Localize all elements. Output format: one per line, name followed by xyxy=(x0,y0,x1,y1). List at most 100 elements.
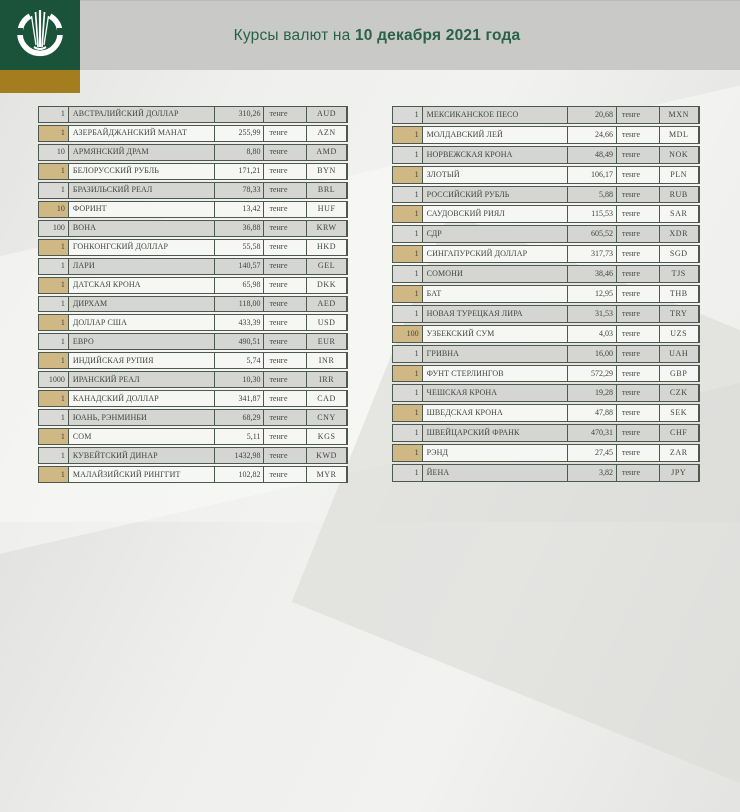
quantity-cell: 1 xyxy=(393,465,423,481)
unit-cell: тенге xyxy=(617,126,660,143)
unit-cell: тенге xyxy=(264,220,308,236)
rate-value-cell: 1432,98 xyxy=(215,448,265,464)
currency-code-cell: JPY xyxy=(660,465,699,481)
unit-cell: тенге xyxy=(617,365,660,382)
currency-name-cell: ЕВРО xyxy=(69,334,215,350)
quantity-cell: 1 xyxy=(39,334,69,350)
table-row: 1 ЗЛОТЫЙ 106,17 тенге PLN xyxy=(392,165,700,184)
rate-value-cell: 16,00 xyxy=(568,345,617,362)
currency-name-cell: ДОЛЛАР США xyxy=(69,315,215,331)
bank-logo xyxy=(0,0,80,70)
currency-name-cell: СОМ xyxy=(69,429,215,445)
table-row: 10 ФОРИНТ 13,42 тенге HUF xyxy=(38,200,348,218)
currency-name-cell: АВСТРАЛИЙСКИЙ ДОЛЛАР xyxy=(69,107,215,122)
currency-code-cell: CAD xyxy=(307,391,347,407)
rate-value-cell: 341,87 xyxy=(215,391,265,407)
rate-value-cell: 317,73 xyxy=(568,246,617,263)
rate-value-cell: 47,88 xyxy=(568,405,617,422)
currency-code-cell: KWD xyxy=(307,448,347,464)
rate-value-cell: 78,33 xyxy=(215,182,265,198)
quantity-cell: 1 xyxy=(393,445,423,462)
table-row: 1 БРАЗИЛЬСКИЙ РЕАЛ 78,33 тенге BRL xyxy=(38,181,348,199)
unit-cell: тенге xyxy=(617,425,660,442)
currency-name-cell: ШВЕЙЦАРСКИЙ ФРАНК xyxy=(423,425,568,442)
currency-code-cell: BYN xyxy=(307,163,347,179)
quantity-cell: 1 xyxy=(39,391,69,407)
table-row: 1 ИНДИЙСКАЯ РУПИЯ 5,74 тенге INR xyxy=(38,352,348,370)
currency-code-cell: UAH xyxy=(660,345,699,362)
currency-code-cell: UZS xyxy=(660,325,699,342)
rate-value-cell: 20,68 xyxy=(568,107,617,123)
national-bank-emblem-icon xyxy=(14,7,66,64)
header-band: Курсы валют на 10 декабря 2021 года xyxy=(0,0,740,70)
currency-name-cell: МОЛДАВСКИЙ ЛЕЙ xyxy=(423,126,568,143)
unit-cell: тенге xyxy=(264,467,308,483)
quantity-cell: 1 xyxy=(393,146,423,163)
currency-code-cell: MDL xyxy=(660,126,699,143)
quantity-cell: 1 xyxy=(39,107,69,122)
quantity-cell: 1 xyxy=(39,353,69,369)
table-row: 1 НОВАЯ ТУРЕЦКАЯ ЛИРА 31,53 тенге TRY xyxy=(392,304,700,323)
currency-code-cell: ZAR xyxy=(660,445,699,462)
currency-code-cell: DKK xyxy=(307,277,347,293)
currency-code-cell: PLN xyxy=(660,166,699,183)
unit-cell: тенге xyxy=(617,286,660,302)
quantity-cell: 10 xyxy=(39,201,69,217)
quantity-cell: 1 xyxy=(39,125,69,141)
unit-cell: тенге xyxy=(617,206,660,223)
currency-code-cell: AUD xyxy=(307,107,347,122)
currency-name-cell: ЧЕШСКАЯ КРОНА xyxy=(423,385,568,402)
rate-value-cell: 102,82 xyxy=(215,467,265,483)
currency-name-cell: ФОРИНТ xyxy=(69,201,215,217)
currency-code-cell: KRW xyxy=(307,220,347,236)
rate-value-cell: 55,58 xyxy=(215,239,265,255)
table-row: 1 БАТ 12,95 тенге THB xyxy=(392,285,700,303)
unit-cell: тенге xyxy=(264,201,308,217)
currency-name-cell: РОССИЙСКИЙ РУБЛЬ xyxy=(423,186,568,203)
currency-name-cell: ВОНА xyxy=(69,220,215,236)
currency-name-cell: АРМЯНСКИЙ ДРАМ xyxy=(69,144,215,160)
table-row: 1 ЛАРИ 140,57 тенге GEL xyxy=(38,257,348,275)
quantity-cell: 1 xyxy=(393,107,423,123)
unit-cell: тенге xyxy=(617,445,660,462)
rate-value-cell: 470,31 xyxy=(568,425,617,442)
currency-code-cell: TJS xyxy=(660,266,699,283)
currency-name-cell: СДР xyxy=(423,226,568,243)
rate-value-cell: 115,53 xyxy=(568,206,617,223)
currency-code-cell: XDR xyxy=(660,226,699,243)
currency-name-cell: МЕКСИКАНСКОЕ ПЕСО xyxy=(423,107,568,123)
currency-code-cell: CNY xyxy=(307,410,347,426)
currency-name-cell: БАТ xyxy=(423,286,568,302)
table-row: 1 КАНАДСКИЙ ДОЛЛАР 341,87 тенге CAD xyxy=(38,390,348,408)
table-row: 1 НОРВЕЖСКАЯ КРОНА 48,49 тенге NOK xyxy=(392,145,700,164)
currency-code-cell: SAR xyxy=(660,206,699,223)
table-row: 1 ШВЕЙЦАРСКИЙ ФРАНК 470,31 тенге CHF xyxy=(392,424,700,443)
currency-name-cell: БЕЛОРУССКИЙ РУБЛЬ xyxy=(69,163,215,179)
rate-value-cell: 8,80 xyxy=(215,144,265,160)
unit-cell: тенге xyxy=(264,391,308,407)
unit-cell: тенге xyxy=(264,163,308,179)
table-row: 1000 ИРАНСКИЙ РЕАЛ 10,30 тенге IRR xyxy=(38,371,348,389)
quantity-cell: 1 xyxy=(39,277,69,293)
currency-name-cell: ФУНТ СТЕРЛИНГОВ xyxy=(423,365,568,382)
quantity-cell: 1 xyxy=(393,425,423,442)
currency-code-cell: SEK xyxy=(660,405,699,422)
rate-value-cell: 310,26 xyxy=(215,107,265,122)
currency-name-cell: СОМОНИ xyxy=(423,266,568,283)
quantity-cell: 1 xyxy=(393,226,423,243)
page-title-date: 10 декабря 2021 года xyxy=(354,27,521,44)
unit-cell: тенге xyxy=(617,325,660,342)
table-row: 1 САУДОВСКИЙ РИЯЛ 115,53 тенге SAR xyxy=(392,205,700,224)
currency-name-cell: ДАТСКАЯ КРОНА xyxy=(69,277,215,293)
unit-cell: тенге xyxy=(264,182,308,198)
currency-code-cell: HKD xyxy=(307,239,347,255)
rate-value-cell: 106,17 xyxy=(568,166,617,183)
quantity-cell: 1 xyxy=(39,296,69,312)
rate-value-cell: 433,39 xyxy=(215,315,265,331)
rate-value-cell: 5,11 xyxy=(215,429,265,445)
currency-code-cell: HUF xyxy=(307,201,347,217)
quantity-cell: 100 xyxy=(39,220,69,236)
rate-value-cell: 19,28 xyxy=(568,385,617,402)
currency-code-cell: AED xyxy=(307,296,347,312)
